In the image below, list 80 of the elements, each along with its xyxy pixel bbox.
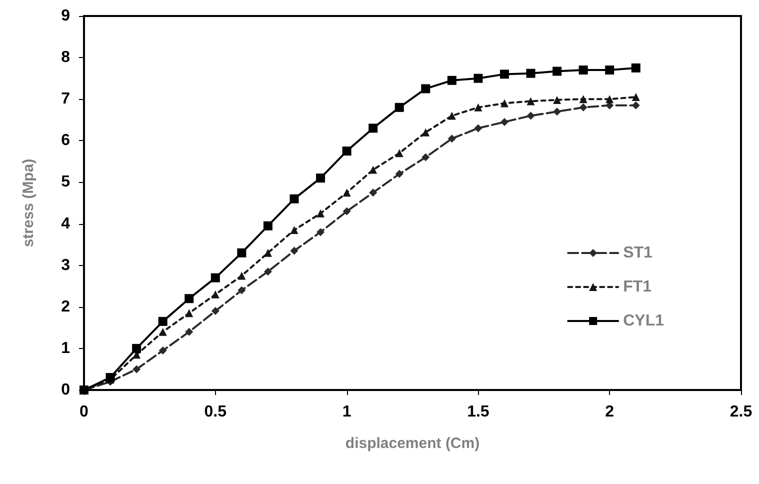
point [264, 268, 272, 276]
point [368, 124, 378, 133]
y-tick-label: 5 [61, 174, 70, 191]
point [526, 97, 535, 106]
point [342, 207, 351, 216]
point [579, 103, 588, 112]
y-tick-label: 4 [61, 215, 70, 232]
point [158, 316, 168, 326]
point [211, 290, 220, 298]
point [526, 112, 535, 120]
x-tick-label: 0 [80, 404, 89, 420]
point [238, 272, 246, 280]
point [474, 124, 482, 132]
point [264, 248, 272, 257]
point [158, 328, 167, 336]
point [500, 118, 508, 126]
legend-label: CYL1 [623, 312, 664, 330]
point [185, 328, 194, 336]
y-tick-label: 6 [61, 132, 70, 150]
point [342, 188, 351, 197]
point [553, 96, 562, 104]
point [448, 134, 456, 143]
x-tick-label: 1 [342, 404, 352, 420]
point [263, 221, 272, 230]
point [237, 248, 246, 258]
x-tick-label: 1.5 [467, 404, 490, 420]
point [632, 93, 640, 102]
point [422, 128, 430, 136]
point [448, 112, 456, 120]
point [552, 66, 562, 76]
point [579, 95, 588, 104]
point [605, 66, 614, 75]
point [316, 209, 325, 218]
y-tick-label: 1 [61, 340, 70, 357]
point [395, 170, 404, 178]
point [422, 153, 430, 162]
point [631, 63, 640, 72]
point [290, 194, 299, 204]
y-tick-label: 7 [61, 90, 70, 108]
y-tick-label: 2 [61, 298, 70, 316]
point [526, 68, 536, 78]
point [500, 70, 509, 79]
point [184, 294, 194, 304]
point [606, 95, 614, 104]
y-tick-label: 3 [61, 256, 70, 274]
point [474, 74, 483, 83]
point [132, 365, 141, 374]
point [474, 103, 482, 112]
point [290, 246, 298, 255]
point [290, 226, 298, 234]
y-axis-title: stress (Mpa) [20, 158, 37, 248]
point [369, 166, 378, 174]
point [316, 228, 325, 236]
x-tick-label: 2 [605, 404, 614, 420]
point [342, 146, 352, 156]
point [553, 108, 562, 116]
x-axis-title: displacement (Cm) [345, 435, 480, 452]
y-tick-label: 0 [61, 382, 70, 398]
point [185, 309, 194, 318]
point [106, 373, 115, 382]
point [500, 99, 508, 108]
point [211, 307, 220, 316]
y-tick-label: 9 [61, 8, 70, 24]
point [132, 344, 142, 353]
legend-label: FT1 [623, 278, 652, 296]
point [238, 286, 246, 294]
point [578, 66, 588, 75]
point [447, 76, 456, 85]
x-tick-label: 2.5 [730, 404, 752, 420]
point [394, 102, 404, 112]
point [395, 149, 404, 158]
legend-label: ST1 [623, 244, 653, 262]
point [158, 346, 167, 355]
point [421, 84, 430, 94]
point [369, 188, 378, 197]
point [316, 174, 326, 183]
point [632, 101, 640, 110]
y-tick-label: 8 [61, 49, 70, 66]
point [210, 273, 220, 282]
x-tick-label: 0.5 [204, 404, 227, 420]
